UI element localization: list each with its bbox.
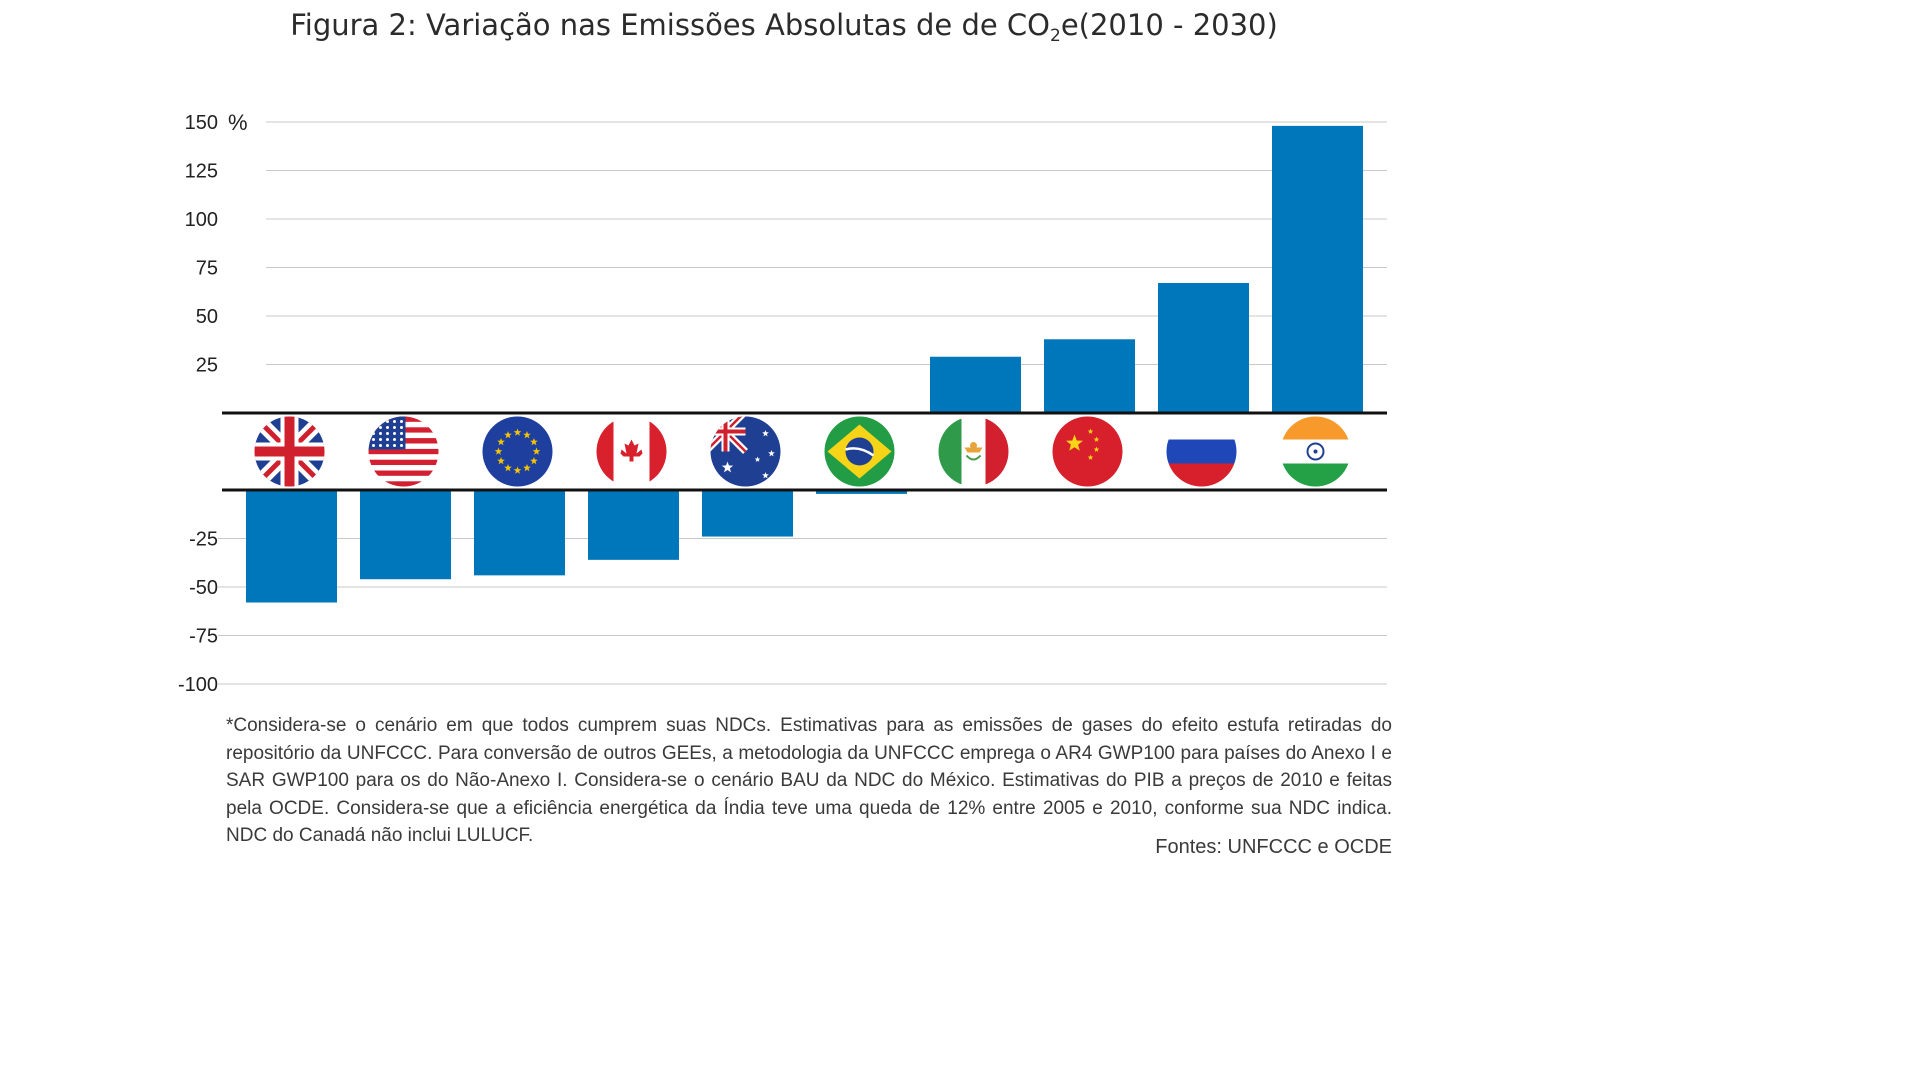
brazil-flag-icon <box>824 416 895 487</box>
y-tick-label: 75 <box>196 258 218 280</box>
bar-china <box>1044 339 1135 413</box>
y-axis-unit-label: % <box>228 110 248 135</box>
y-tick-label: 150 <box>185 112 218 134</box>
china-flag-icon <box>1052 416 1123 487</box>
y-tick-label: 25 <box>196 355 218 377</box>
bar-usa <box>360 490 451 580</box>
bar-chart: 150 125 100 75 50 25 -25 -50 -75 -100 % <box>178 110 1387 696</box>
bar-canada <box>588 490 679 560</box>
uk-flag-icon <box>254 416 325 487</box>
canada-flag-icon <box>596 416 667 487</box>
bar-uk <box>246 490 337 603</box>
india-flag-icon <box>1280 416 1351 487</box>
bar-russia <box>1158 283 1249 413</box>
mexico-flag-icon <box>938 416 1009 487</box>
chart-title: Figura 2: Variação nas Emissões Absoluta… <box>0 8 1568 46</box>
flags <box>254 416 1351 487</box>
eu-flag-icon <box>482 416 553 487</box>
y-tick-label: 50 <box>196 306 218 328</box>
y-tick-label: 125 <box>185 161 218 183</box>
y-tick-label: -75 <box>189 626 218 648</box>
bars <box>246 125 1363 603</box>
bar-australia <box>702 490 793 537</box>
bar-mexico <box>930 356 1021 413</box>
bar-india <box>1272 125 1363 413</box>
title-subscript: 2 <box>1050 26 1061 46</box>
bar-eu <box>474 490 565 576</box>
russia-flag-icon <box>1166 416 1237 487</box>
y-tick-label: -100 <box>178 674 218 696</box>
y-tick-label: -25 <box>189 529 218 551</box>
bar-brazil <box>816 490 907 494</box>
footnote: *Considera-se o cenário em que todos cum… <box>226 715 1392 846</box>
title-prefix: Figura 2: Variação nas Emissões Absoluta… <box>290 8 1050 42</box>
australia-flag-icon <box>710 416 781 487</box>
y-tick-label: 100 <box>185 209 218 231</box>
zero-band <box>222 411 1387 492</box>
source-note: Fontes: UNFCCC e OCDE <box>1155 836 1392 858</box>
y-tick-label: -50 <box>189 577 218 599</box>
y-axis-tick-labels: 150 125 100 75 50 25 -25 -50 -75 -100 <box>178 112 218 696</box>
usa-flag-icon <box>368 416 439 487</box>
title-suffix: e(2010 - 2030) <box>1060 8 1278 42</box>
